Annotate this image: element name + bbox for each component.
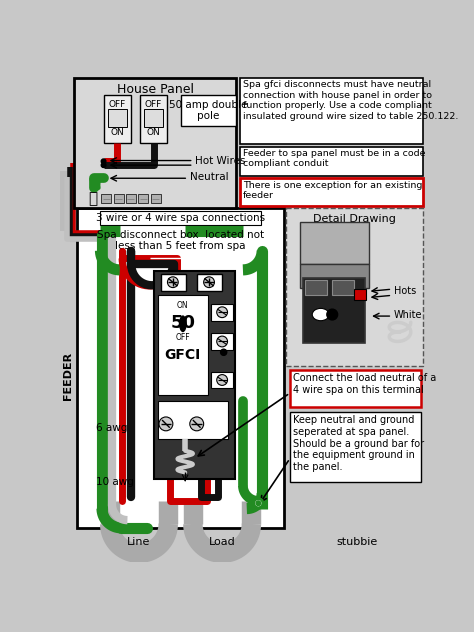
Text: Detail Drawing: Detail Drawing bbox=[313, 214, 396, 224]
Text: OFF: OFF bbox=[145, 100, 162, 109]
Bar bbox=[101, 193, 111, 203]
Circle shape bbox=[159, 417, 173, 431]
Bar bbox=[114, 193, 124, 203]
Circle shape bbox=[254, 499, 263, 507]
Bar bbox=[103, 95, 131, 143]
Text: ⏚: ⏚ bbox=[88, 191, 97, 206]
Bar bbox=[303, 277, 365, 343]
Text: FEEDER: FEEDER bbox=[63, 352, 73, 400]
Text: There is one exception for an existing
feeder: There is one exception for an existing f… bbox=[243, 181, 422, 200]
Bar bbox=[286, 209, 423, 366]
Bar bbox=[240, 147, 423, 176]
Text: stubbie: stubbie bbox=[336, 537, 377, 547]
Bar bbox=[151, 193, 161, 203]
Text: 6 awg: 6 awg bbox=[96, 423, 127, 433]
Bar bbox=[240, 178, 423, 206]
Text: 50: 50 bbox=[170, 313, 195, 332]
Text: Line: Line bbox=[128, 537, 151, 547]
Bar bbox=[145, 109, 163, 128]
Text: White: White bbox=[394, 310, 422, 320]
Bar bbox=[138, 193, 148, 203]
Circle shape bbox=[167, 277, 178, 288]
Text: ON: ON bbox=[177, 301, 189, 310]
Text: Hot Wires: Hot Wires bbox=[195, 156, 246, 166]
Bar bbox=[290, 412, 421, 482]
Text: ON: ON bbox=[147, 128, 161, 137]
Text: Hots: Hots bbox=[394, 286, 416, 296]
Circle shape bbox=[101, 159, 106, 164]
Bar bbox=[126, 193, 136, 203]
Bar bbox=[354, 289, 366, 300]
Text: OFF: OFF bbox=[109, 100, 126, 109]
Text: OFF: OFF bbox=[175, 333, 190, 342]
Text: 10 awg: 10 awg bbox=[96, 477, 134, 487]
Bar bbox=[100, 211, 261, 225]
Text: House Panel: House Panel bbox=[117, 83, 194, 96]
Bar bbox=[240, 78, 423, 144]
Circle shape bbox=[95, 185, 100, 190]
Circle shape bbox=[256, 501, 261, 506]
Bar bbox=[108, 109, 127, 128]
Circle shape bbox=[220, 349, 227, 355]
Bar bbox=[211, 304, 233, 320]
Bar bbox=[332, 280, 354, 295]
Bar bbox=[155, 271, 235, 479]
Text: Feeder to spa panel must be in a code
compliant conduit: Feeder to spa panel must be in a code co… bbox=[243, 149, 426, 168]
Circle shape bbox=[327, 309, 337, 320]
Bar bbox=[158, 401, 228, 439]
Circle shape bbox=[190, 417, 204, 431]
Text: Spa disconnect box  located not
less than 5 feet from spa: Spa disconnect box located not less than… bbox=[97, 230, 264, 252]
Bar bbox=[300, 222, 369, 264]
Text: Neutral: Neutral bbox=[190, 173, 228, 183]
Text: Keep neutral and ground
seperated at spa panel.
Should be a ground bar for
the e: Keep neutral and ground seperated at spa… bbox=[293, 415, 424, 472]
Ellipse shape bbox=[312, 308, 329, 320]
Bar bbox=[158, 295, 208, 394]
Bar bbox=[197, 274, 222, 291]
Bar bbox=[181, 95, 236, 126]
Circle shape bbox=[101, 163, 106, 167]
Bar bbox=[74, 78, 236, 207]
Bar bbox=[290, 370, 421, 407]
Bar bbox=[300, 264, 369, 288]
Bar bbox=[161, 274, 186, 291]
Bar bbox=[211, 372, 233, 389]
Bar bbox=[77, 209, 284, 528]
Circle shape bbox=[217, 375, 228, 386]
Text: Connect the load neutral of a
4 wire spa on this terminal: Connect the load neutral of a 4 wire spa… bbox=[293, 373, 436, 394]
Circle shape bbox=[217, 307, 228, 318]
Text: Spa gfci disconnects must have neutral
connection with house panel in order to
f: Spa gfci disconnects must have neutral c… bbox=[243, 80, 458, 121]
Text: GFCI: GFCI bbox=[165, 348, 201, 362]
Text: Load: Load bbox=[209, 537, 236, 547]
Ellipse shape bbox=[180, 316, 186, 331]
Bar bbox=[305, 280, 327, 295]
Circle shape bbox=[204, 277, 214, 288]
Circle shape bbox=[217, 336, 228, 347]
Text: 3 wire or 4 wire spa connections: 3 wire or 4 wire spa connections bbox=[96, 213, 265, 223]
Text: ON: ON bbox=[110, 128, 124, 137]
Bar bbox=[140, 95, 167, 143]
Text: 50 amp double
pole: 50 amp double pole bbox=[169, 100, 247, 121]
Bar bbox=[211, 333, 233, 350]
